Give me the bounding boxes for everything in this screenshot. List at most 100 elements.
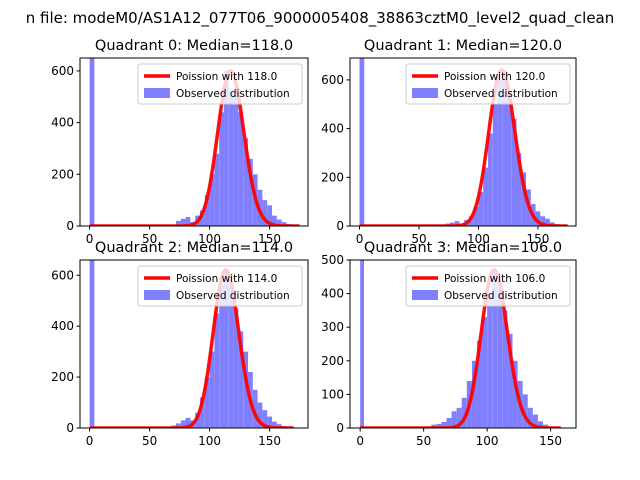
- hist-bar: [483, 167, 488, 226]
- y-tick-label: 600: [51, 268, 74, 282]
- hist-bar: [204, 377, 210, 428]
- hist-bar: [502, 310, 508, 428]
- legend-entry-poisson: Poission with 106.0: [444, 273, 545, 285]
- x-tick-label: 100: [198, 434, 221, 448]
- hist-bar: [243, 351, 248, 428]
- x-tick-label: 100: [198, 232, 221, 246]
- hist-bar: [456, 407, 462, 428]
- subplot-1: 0 50 100 150 0 200 400 600 Quadrant 1: Median=12…: [321, 38, 577, 246]
- hist-bar: [185, 216, 191, 226]
- hist-bar: [478, 191, 484, 226]
- hist-bar: [540, 216, 546, 226]
- subplot-title: Quadrant 1: Median=120.0: [364, 38, 562, 54]
- legend-hist-swatch: [412, 290, 438, 300]
- hist-bar: [502, 70, 508, 226]
- hist-bar: [243, 138, 248, 226]
- x-tick-label: 150: [258, 434, 281, 448]
- y-tick-label: 200: [321, 170, 344, 184]
- hist-bar: [482, 317, 488, 428]
- hist-bar: [527, 407, 533, 428]
- y-tick-label: 200: [321, 354, 344, 368]
- subplot-0: 0 50 100 150 0 200 400 600 Quadrant 0: Median=11…: [51, 38, 309, 246]
- legend-entry-observed: Observed distribution: [444, 290, 558, 302]
- axes-frame: [349, 57, 577, 227]
- x-tick-label: 100: [467, 232, 490, 246]
- poisson-line: [359, 268, 562, 428]
- hist-bar: [214, 153, 220, 226]
- hist-bar: [262, 410, 268, 428]
- legend-entry-observed: Observed distribution: [176, 290, 290, 302]
- legend-entry-poisson: Poission with 114.0: [176, 273, 277, 285]
- hist-bar: [248, 158, 253, 226]
- hist-bar: [476, 340, 483, 428]
- x-tick-label: 150: [526, 232, 549, 246]
- hist-bar: [497, 79, 503, 226]
- hist-bar: [360, 260, 364, 428]
- hist-bar: [473, 206, 479, 226]
- legend-box: [137, 265, 303, 307]
- y-tick-label: 100: [321, 387, 344, 401]
- hist-bar: [200, 397, 205, 428]
- hist-bar: [262, 200, 268, 226]
- subplot-title: Quadrant 3: Median=106.0: [364, 240, 562, 256]
- legend-hist-swatch: [144, 290, 170, 300]
- hist-bar: [487, 133, 493, 226]
- hist-bar: [497, 286, 503, 428]
- hist-bar: [238, 331, 244, 428]
- y-tick-label: 600: [51, 64, 74, 78]
- legend-entry-observed: Observed distribution: [176, 88, 290, 100]
- y-tick-label: 0: [336, 219, 344, 233]
- hist-bar: [180, 420, 186, 428]
- hist-bar: [516, 152, 522, 226]
- hist-bar: [228, 91, 234, 226]
- legend: Poission with 118.0 Observed distribution: [137, 63, 303, 105]
- x-tick-label: 0: [356, 434, 364, 448]
- hist-bar: [209, 351, 215, 428]
- y-tick-label: 0: [66, 421, 74, 435]
- axes-frame: [79, 259, 309, 429]
- hist-bar: [214, 313, 220, 428]
- hist-bar: [492, 104, 498, 226]
- hist-bar: [176, 423, 181, 428]
- hist-bar: [228, 285, 234, 428]
- y-tick-label: 600: [321, 73, 344, 87]
- hist-bar: [89, 260, 95, 428]
- hist-bar: [209, 174, 215, 226]
- legend-hist-swatch: [412, 88, 438, 98]
- axes-frame: [349, 259, 577, 429]
- legend: Poission with 106.0 Observed distribution: [405, 265, 571, 307]
- hist-bar: [233, 96, 239, 226]
- hist-bar: [446, 417, 452, 428]
- poisson-line: [358, 68, 569, 226]
- hist-bar: [238, 112, 244, 226]
- hist-bar: [176, 220, 181, 226]
- hist-bar: [272, 215, 277, 226]
- legend-entry-poisson: Poission with 120.0: [444, 71, 545, 83]
- y-tick-label: 400: [51, 319, 74, 333]
- hist-bar: [487, 293, 493, 428]
- y-tick-label: 500: [321, 253, 344, 267]
- hist-bar: [507, 89, 512, 226]
- figure-suptitle: n file: modeM0/AS1A12_077T06_9000005408_…: [26, 9, 615, 28]
- x-tick-label: 50: [416, 434, 431, 448]
- hist-bar: [276, 424, 282, 428]
- hist-bar: [257, 402, 263, 428]
- hist-bar: [471, 360, 477, 428]
- y-tick-label: 400: [321, 287, 344, 301]
- poisson-line: [89, 268, 295, 428]
- x-tick-label: 50: [142, 434, 157, 448]
- hist-bar: [224, 270, 229, 428]
- x-tick-label: 0: [356, 232, 364, 246]
- legend-hist-swatch: [144, 88, 170, 98]
- hist-bar: [454, 221, 460, 226]
- hist-bar: [281, 222, 287, 226]
- hist-bar: [522, 394, 528, 428]
- y-tick-label: 400: [51, 116, 74, 130]
- legend-entry-poisson: Poission with 118.0: [176, 71, 277, 83]
- axes-frame: [79, 57, 309, 227]
- hist-bar: [359, 58, 365, 226]
- hist-bar: [537, 421, 543, 428]
- hist-bar: [180, 218, 186, 226]
- hist-bar: [535, 211, 541, 226]
- legend-entry-observed: Observed distribution: [444, 88, 558, 100]
